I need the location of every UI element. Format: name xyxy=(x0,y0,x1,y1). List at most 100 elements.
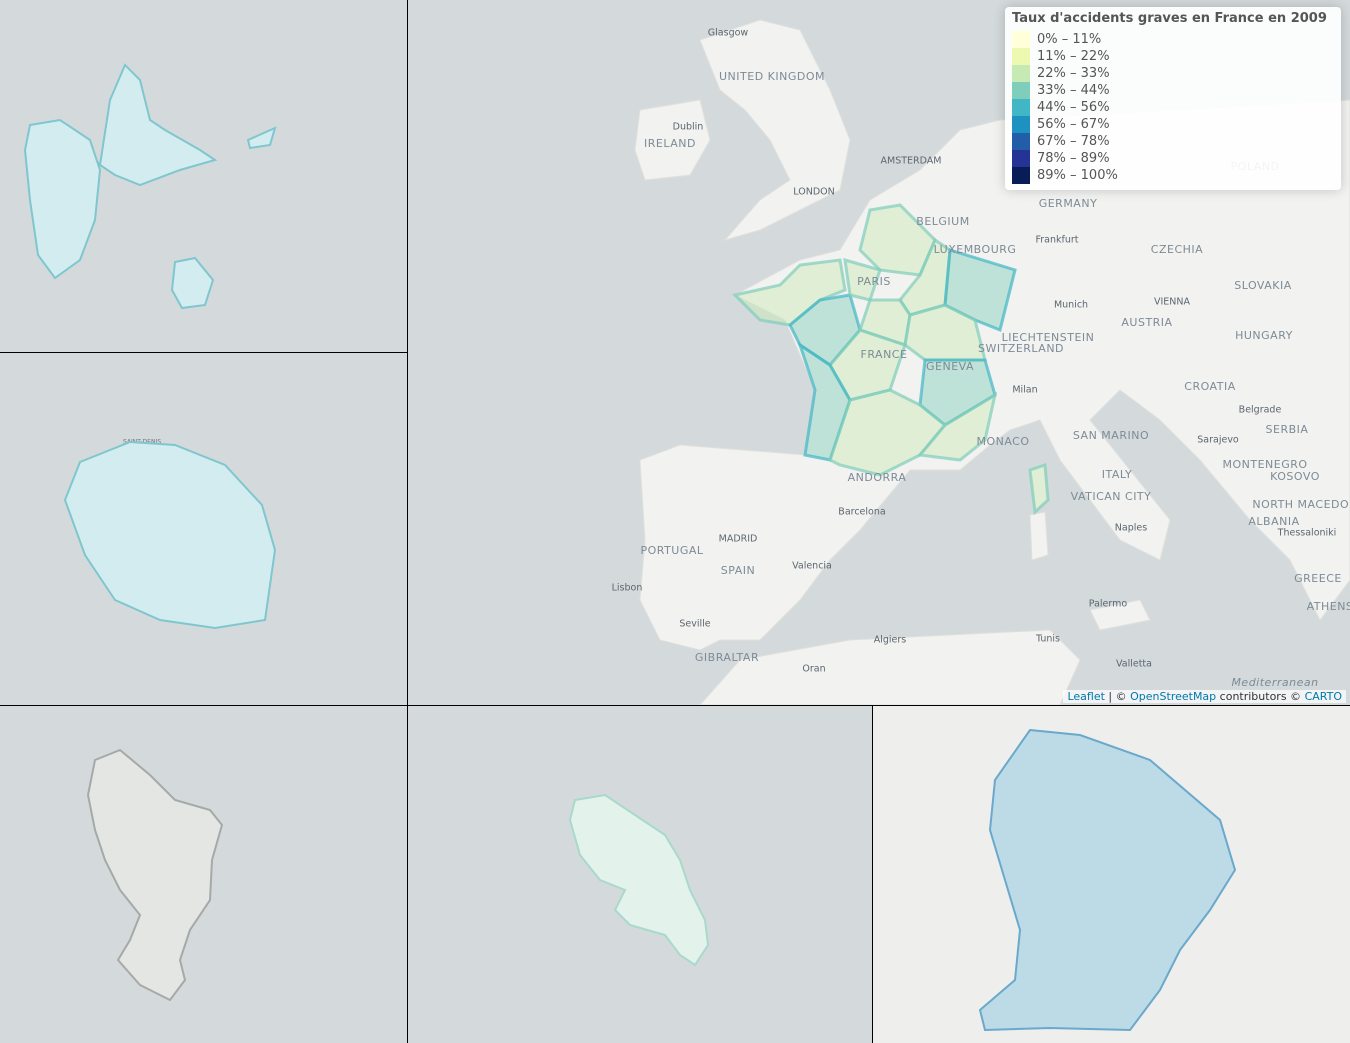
map-label: MONTENEGRO xyxy=(1222,458,1307,471)
leaflet-link[interactable]: Leaflet xyxy=(1067,690,1105,703)
map-label: LONDON xyxy=(793,187,834,198)
legend-swatch xyxy=(1012,48,1030,65)
map-label: Palermo xyxy=(1089,599,1128,610)
legend-swatch xyxy=(1012,82,1030,99)
map-label: UNITED KINGDOM xyxy=(719,70,825,83)
legend-label: 22% – 33% xyxy=(1037,66,1110,81)
map-label: GREECE xyxy=(1294,572,1342,585)
legend-title: Taux d'accidents graves en France en 200… xyxy=(1012,11,1327,26)
map-label: PARIS xyxy=(857,275,891,288)
map-label: ALBANIA xyxy=(1248,515,1299,528)
legend-swatch xyxy=(1012,116,1030,133)
legend: Taux d'accidents graves en France en 200… xyxy=(1005,7,1341,190)
map-label: Valletta xyxy=(1116,659,1152,670)
map-label: CZECHIA xyxy=(1151,243,1203,256)
map-label: NORTH MACEDONIA xyxy=(1252,498,1350,511)
map-label: Sarajevo xyxy=(1197,435,1239,446)
map-label: SLOVAKIA xyxy=(1234,279,1292,292)
martinique xyxy=(568,793,710,967)
legend-swatch xyxy=(1012,167,1030,184)
map-label: ITALY xyxy=(1102,468,1133,481)
attribution: Leaflet | © OpenStreetMap contributors ©… xyxy=(1063,690,1346,703)
legend-item: 78% – 89% xyxy=(1005,150,1341,167)
map-label: SPAIN xyxy=(721,564,755,577)
legend-item: 44% – 56% xyxy=(1005,99,1341,116)
legend-item: 89% – 100% xyxy=(1005,167,1341,184)
map-label: Munich xyxy=(1054,300,1088,311)
legend-label: 89% – 100% xyxy=(1037,168,1118,183)
land xyxy=(634,19,1350,706)
legend-swatch xyxy=(1012,133,1030,150)
map-label: BELGIUM xyxy=(916,215,969,228)
map-label: AMSTERDAM xyxy=(881,156,942,167)
map-label: Algiers xyxy=(874,635,907,646)
legend-swatch xyxy=(1012,99,1030,116)
map-label: Seville xyxy=(679,619,710,630)
map-label: KOSOVO xyxy=(1270,470,1320,483)
legend-item: 33% – 44% xyxy=(1005,82,1341,99)
map-label: PORTUGAL xyxy=(640,544,703,557)
mayotte xyxy=(86,748,224,1002)
map-label: Tunis xyxy=(1035,634,1060,645)
legend-item: 67% – 78% xyxy=(1005,133,1341,150)
osm-link[interactable]: OpenStreetMap xyxy=(1130,690,1217,703)
legend-swatch xyxy=(1012,65,1030,82)
map-label: Milan xyxy=(1012,385,1037,396)
map-label: Belgrade xyxy=(1239,405,1282,416)
map-label: ANDORRA xyxy=(848,471,907,484)
map-label: Glasgow xyxy=(708,28,749,39)
map-label: SERBIA xyxy=(1266,423,1309,436)
map-label: Valencia xyxy=(792,561,832,572)
map-label: FRANCE xyxy=(861,348,908,361)
map-label: LUXEMBOURG xyxy=(934,243,1017,256)
legend-label: 56% – 67% xyxy=(1037,117,1110,132)
map-label: GERMANY xyxy=(1039,197,1098,210)
map-label: CROATIA xyxy=(1184,380,1235,393)
map-label: MADRID xyxy=(719,534,758,545)
legend-item: 11% – 22% xyxy=(1005,48,1341,65)
legend-label: 78% – 89% xyxy=(1037,151,1110,166)
map-label: Naples xyxy=(1115,523,1147,534)
legend-label: 33% – 44% xyxy=(1037,83,1110,98)
map-label: GIBRALTAR xyxy=(695,651,759,664)
map-labels: Glasgow UNITED KINGDOM Dublin IRELAND LONDON… xyxy=(86,28,1350,894)
reunion xyxy=(63,440,277,630)
map-label: ATHENS xyxy=(1307,600,1350,613)
map-label: Lisbon xyxy=(612,583,643,594)
france-regions xyxy=(732,203,1050,516)
legend-swatch xyxy=(1012,150,1030,167)
map-label: IRELAND xyxy=(644,137,696,150)
carto-link[interactable]: CARTO xyxy=(1304,690,1342,703)
attribution-text: | © xyxy=(1104,690,1131,703)
map-label: Barcelona xyxy=(838,507,885,518)
map-label: LIECHTENSTEIN xyxy=(1002,331,1095,344)
legend-item: 0% – 11% xyxy=(1005,31,1341,48)
legend-swatch xyxy=(1012,31,1030,48)
map-label: Mediterranean xyxy=(1231,676,1318,689)
map-label: VATICAN CITY xyxy=(1071,490,1152,503)
legend-label: 0% – 11% xyxy=(1037,32,1102,47)
legend-label: 44% – 56% xyxy=(1037,100,1110,115)
map-label: GENEVA xyxy=(926,360,974,373)
map-label: SWITZERLAND xyxy=(978,342,1064,355)
legend-item: 56% – 67% xyxy=(1005,116,1341,133)
attribution-text: contributors © xyxy=(1216,690,1305,703)
map-label: Thessaloniki xyxy=(1277,528,1337,539)
map-label: MONACO xyxy=(976,435,1029,448)
map-label: AUSTRIA xyxy=(1121,316,1172,329)
legend-items: 0% – 11% 11% – 22% 22% – 33% 33% – 44% 44% –… xyxy=(1005,31,1341,184)
map-label: SAN MARINO xyxy=(1073,429,1149,442)
map-label: Dublin xyxy=(673,122,704,133)
map-label: Oran xyxy=(802,664,825,675)
legend-label: 11% – 22% xyxy=(1037,49,1110,64)
map-label: HUNGARY xyxy=(1235,329,1293,342)
map-label: Frankfurt xyxy=(1035,235,1078,246)
map-label: VIENNA xyxy=(1154,297,1191,308)
french-guiana xyxy=(978,728,1237,1032)
legend-label: 67% – 78% xyxy=(1037,134,1110,149)
legend-item: 22% – 33% xyxy=(1005,65,1341,82)
guadeloupe xyxy=(23,63,277,310)
